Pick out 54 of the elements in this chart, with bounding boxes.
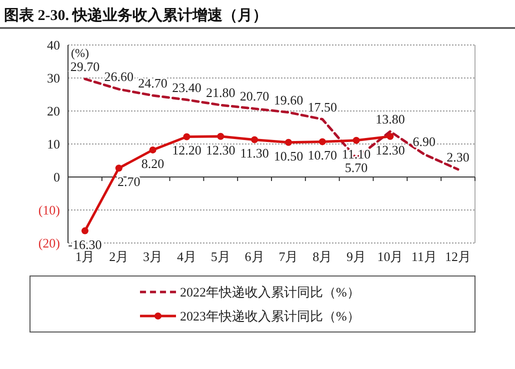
point <box>81 227 88 234</box>
data-label: 21.80 <box>206 85 236 100</box>
x-tick-label: 2月 <box>109 249 129 264</box>
data-label: 11.30 <box>240 146 269 161</box>
point <box>284 138 292 146</box>
data-label: 23.40 <box>172 80 202 95</box>
point <box>217 132 224 140</box>
y-tick-label: (20) <box>38 236 60 250</box>
y-tick-label: 0 <box>54 170 60 184</box>
data-label: 19.60 <box>274 92 304 108</box>
legend-label: 2022年快递收入累计同比（%） <box>180 284 360 300</box>
data-label: 24.70 <box>138 75 168 90</box>
point <box>183 133 190 140</box>
data-label: 5.70 <box>344 160 368 176</box>
x-tick-label: 7月 <box>278 249 298 264</box>
point <box>149 146 156 154</box>
x-tick-label: 1月 <box>75 249 95 264</box>
x-tick-label: 11月 <box>411 249 437 264</box>
data-label: 26.60 <box>104 69 134 84</box>
legend-label: 2023年快递收入累计同比（%） <box>180 308 360 324</box>
x-tick-label: 10月 <box>377 249 404 264</box>
x-tick-label: 6月 <box>244 249 264 264</box>
data-label: 8.20 <box>141 156 164 171</box>
data-label: 2.30 <box>446 149 470 164</box>
data-label: -16.30 <box>68 236 102 252</box>
data-label: 12.20 <box>172 142 202 158</box>
data-label: 29.70 <box>70 58 100 74</box>
y-axis-title: (%) <box>71 46 89 60</box>
point <box>251 136 258 144</box>
data-label: 6.90 <box>412 134 436 150</box>
data-label: 17.50 <box>308 99 337 114</box>
data-label: 2.70 <box>118 174 140 190</box>
x-tick-label: 8月 <box>312 249 332 264</box>
data-label: 10.50 <box>274 148 304 164</box>
y-tick-label: 10 <box>47 136 60 152</box>
point <box>352 136 360 144</box>
data-label: 20.70 <box>240 88 270 104</box>
data-label: 12.30 <box>376 142 405 158</box>
x-tick-label: 5月 <box>210 249 230 264</box>
point <box>386 132 394 140</box>
data-label: 12.30 <box>206 142 236 158</box>
point <box>318 138 326 146</box>
x-tick-label: 9月 <box>346 249 366 264</box>
chart-title: 图表 2-30. 快递业务收入累计增速（月） <box>4 6 268 24</box>
x-tick-label: 4月 <box>176 249 196 264</box>
y-tick-label: (10) <box>38 202 60 218</box>
data-label: 13.80 <box>376 111 405 126</box>
x-tick-label: 3月 <box>143 249 163 264</box>
x-tick-label: 12月 <box>445 249 472 264</box>
y-tick-label: 30 <box>47 70 60 86</box>
y-tick-label: 40 <box>47 38 60 52</box>
data-label: 10.70 <box>308 148 337 163</box>
point <box>115 164 122 172</box>
y-tick-label: 20 <box>47 104 60 118</box>
